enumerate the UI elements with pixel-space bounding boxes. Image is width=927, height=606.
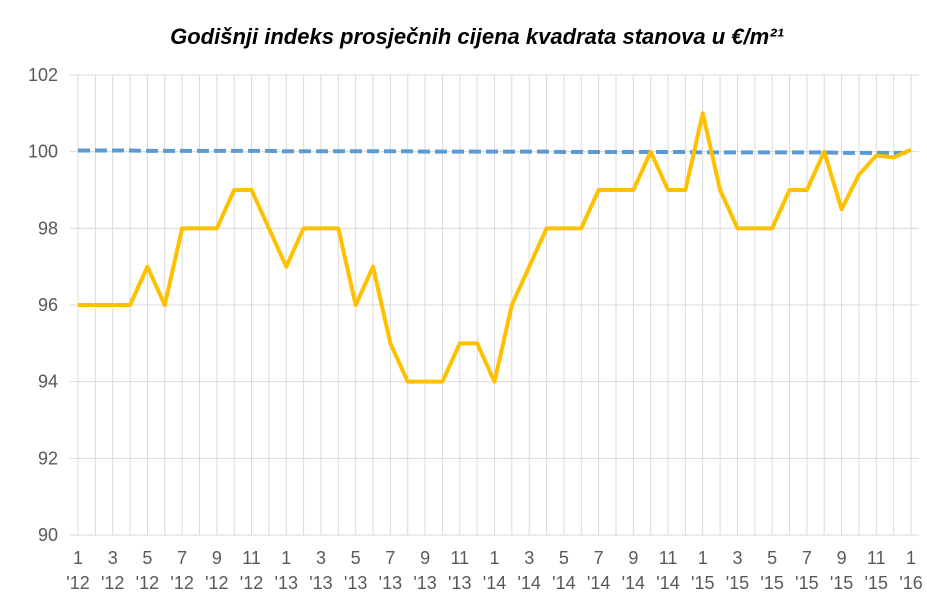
x-tick-label: 3'12 (101, 548, 124, 593)
y-tick-label: 102 (28, 65, 58, 85)
x-tick-label: 7'12 (170, 548, 193, 593)
data-line (78, 111, 912, 384)
x-tick-label: 1'15 (691, 548, 714, 593)
x-tick-label: 1'14 (483, 548, 506, 593)
x-tick-label: 3'14 (517, 548, 540, 593)
y-tick-label: 92 (38, 448, 58, 468)
x-tick-label: 1'16 (899, 548, 922, 593)
y-tick-label: 96 (38, 295, 58, 315)
x-tick-label: 7'14 (587, 548, 610, 593)
x-tick-label: 5'13 (344, 548, 367, 593)
x-tick-label: 3'13 (309, 548, 332, 593)
x-tick-label: 5'15 (760, 548, 783, 593)
x-tick-label: 11'15 (865, 548, 888, 593)
y-tick-label: 90 (38, 525, 58, 545)
reference-line (78, 148, 911, 155)
x-tick-label: 1'12 (66, 548, 89, 593)
x-tick-label: 7'13 (379, 548, 402, 593)
x-tick-label: 5'14 (552, 548, 575, 593)
x-tick-label: 9'15 (830, 548, 853, 593)
x-tick-label: 9'12 (205, 548, 228, 593)
x-tick-label: 5'12 (136, 548, 159, 593)
chart-title: Godišnji indeks prosječnih cijena kvadra… (170, 24, 784, 49)
x-tick-label: 11'14 (656, 548, 679, 593)
x-tick-label: 3'15 (726, 548, 749, 593)
x-tick-label: 9'13 (413, 548, 436, 593)
x-tick-label: 11'13 (448, 548, 471, 593)
y-tick-label: 94 (38, 372, 58, 392)
x-tick-label: 11'12 (240, 548, 263, 593)
x-tick-label: 7'15 (795, 548, 818, 593)
x-tick-label: 1'13 (275, 548, 298, 593)
x-tick-label: 9'14 (622, 548, 645, 593)
y-tick-label: 100 (28, 142, 58, 162)
y-tick-label: 98 (38, 218, 58, 238)
